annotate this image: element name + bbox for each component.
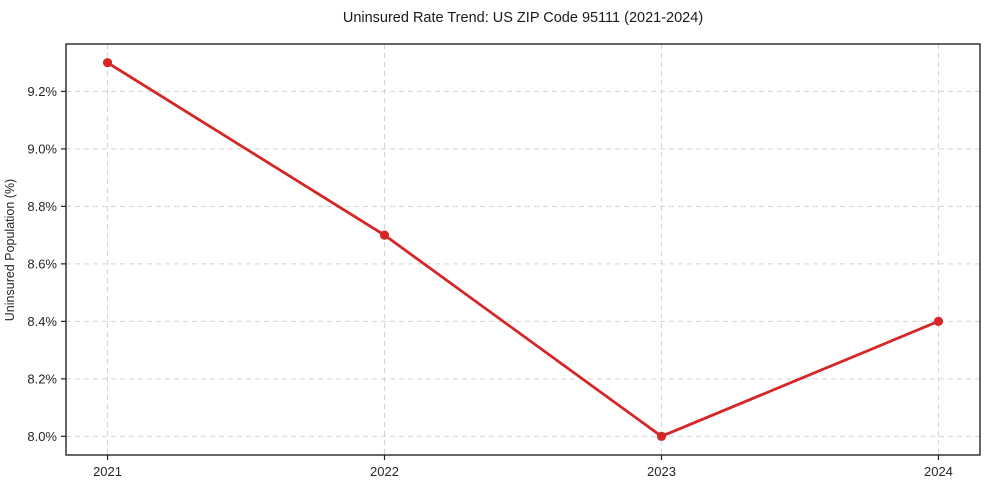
y-tick-label: 8.6%	[27, 256, 57, 271]
x-tick-label: 2021	[93, 464, 122, 479]
y-tick-label: 8.8%	[27, 199, 57, 214]
y-tick-label: 8.4%	[27, 314, 57, 329]
y-tick-label: 9.0%	[27, 141, 57, 156]
data-point-2023	[656, 431, 667, 441]
y-axis-label: Uninsured Population (%)	[3, 179, 17, 321]
trend-line	[106, 61, 940, 438]
data-point-2021	[102, 58, 113, 68]
data-point-2022	[379, 230, 390, 240]
chart-title: Uninsured Rate Trend: US ZIP Code 95111 …	[343, 10, 703, 26]
x-tick-label: 2024	[924, 464, 953, 479]
y-tick-label: 8.0%	[27, 429, 57, 444]
trend-line-series	[102, 58, 944, 441]
y-tick-label: 9.2%	[27, 84, 57, 99]
x-tick-label: 2022	[370, 464, 399, 479]
plot-frame	[65, 43, 981, 456]
axis-ticks: 8.0% 8.2% 8.4% 8.6% 8.8% 9.0% 9.2% 2021 2022 2023…	[27, 84, 953, 479]
data-point-2024	[933, 316, 944, 326]
gridlines	[66, 44, 980, 455]
y-tick-label: 8.2%	[27, 371, 57, 386]
x-tick-label: 2023	[647, 464, 676, 479]
axes-border	[65, 43, 981, 456]
